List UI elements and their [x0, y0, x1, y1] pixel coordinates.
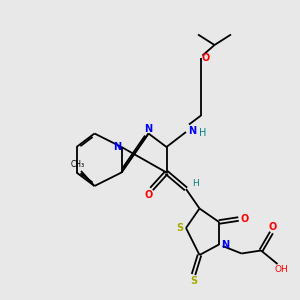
Text: N: N — [144, 124, 153, 134]
Text: N: N — [188, 125, 196, 136]
Text: H: H — [200, 128, 207, 139]
Text: O: O — [201, 53, 210, 64]
Text: H: H — [192, 179, 199, 188]
Text: CH₃: CH₃ — [70, 160, 85, 169]
Text: O: O — [241, 214, 249, 224]
Text: S: S — [176, 223, 183, 233]
Text: S: S — [190, 276, 197, 286]
Text: O: O — [269, 222, 277, 232]
Text: OH: OH — [274, 266, 288, 274]
Text: N: N — [113, 142, 121, 152]
Text: O: O — [145, 190, 153, 200]
Text: N: N — [221, 239, 229, 250]
